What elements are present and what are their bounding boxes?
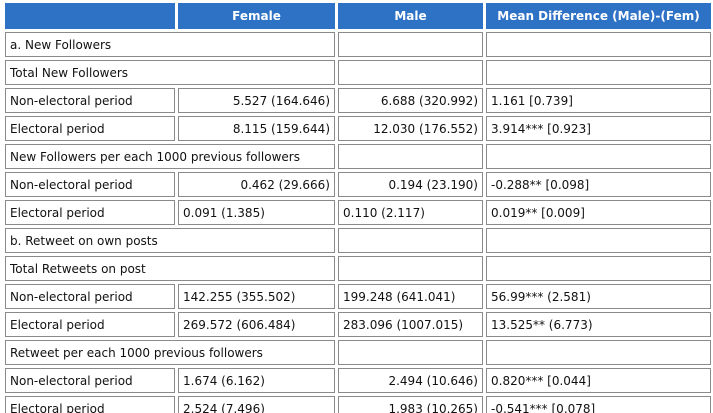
table-row: Non-electoral period 1.674 (6.162) 2.494 (…: [5, 368, 711, 393]
female-cell: 2.524 (7.496): [178, 396, 335, 413]
empty-cell: [338, 256, 483, 281]
section-label: Retweet per each 1000 previous followers: [5, 340, 335, 365]
row-label: Non-electoral period: [5, 368, 175, 393]
row-label: Non-electoral period: [5, 284, 175, 309]
empty-cell: [486, 144, 711, 169]
difference-cell: 3.914*** [0.923]: [486, 116, 711, 141]
difference-cell: 0.820*** [0.044]: [486, 368, 711, 393]
table-row: Total New Followers: [5, 60, 711, 85]
female-cell: 269.572 (606.484): [178, 312, 335, 337]
empty-cell: [486, 228, 711, 253]
male-cell: 12.030 (176.552): [338, 116, 483, 141]
header-cell: Male: [338, 3, 483, 29]
empty-cell: [338, 340, 483, 365]
row-label: Non-electoral period: [5, 88, 175, 113]
difference-cell: 56.99*** (2.581): [486, 284, 711, 309]
row-label: Electoral period: [5, 200, 175, 225]
table-row: Total Retweets on post: [5, 256, 711, 281]
header-corner: [5, 3, 175, 29]
female-cell: 1.674 (6.162): [178, 368, 335, 393]
empty-cell: [338, 228, 483, 253]
male-cell: 6.688 (320.992): [338, 88, 483, 113]
section-label: b. Retweet on own posts: [5, 228, 335, 253]
male-cell: 1.983 (10.265): [338, 396, 483, 413]
difference-cell: 0.019** [0.009]: [486, 200, 711, 225]
table-row: Electoral period 0.091 (1.385) 0.110 (2.11…: [5, 200, 711, 225]
empty-cell: [486, 32, 711, 57]
table-row: b. Retweet on own posts: [5, 228, 711, 253]
row-label: Electoral period: [5, 396, 175, 413]
empty-cell: [338, 32, 483, 57]
male-cell: 199.248 (641.041): [338, 284, 483, 309]
female-cell: 8.115 (159.644): [178, 116, 335, 141]
male-cell: 283.096 (1007.015): [338, 312, 483, 337]
row-label: Electoral period: [5, 312, 175, 337]
table-row: Retweet per each 1000 previous followers: [5, 340, 711, 365]
section-label: Total Retweets on post: [5, 256, 335, 281]
empty-cell: [338, 144, 483, 169]
section-label: Total New Followers: [5, 60, 335, 85]
row-label: Electoral period: [5, 116, 175, 141]
male-cell: 0.110 (2.117): [338, 200, 483, 225]
header-cell: Female: [178, 3, 335, 29]
female-cell: 0.462 (29.666): [178, 172, 335, 197]
difference-cell: 1.161 [0.739]: [486, 88, 711, 113]
table-row: Electoral period 2.524 (7.496) 1.983 (10.2…: [5, 396, 711, 413]
female-cell: 5.527 (164.646): [178, 88, 335, 113]
empty-cell: [338, 60, 483, 85]
empty-cell: [486, 340, 711, 365]
header-cell: Mean Difference (Male)-(Fem): [486, 3, 711, 29]
difference-cell: -0.541*** [0.078]: [486, 396, 711, 413]
difference-cell: 13.525** (6.773): [486, 312, 711, 337]
section-label: a. New Followers: [5, 32, 335, 57]
male-cell: 0.194 (23.190): [338, 172, 483, 197]
female-cell: 142.255 (355.502): [178, 284, 335, 309]
female-cell: 0.091 (1.385): [178, 200, 335, 225]
table-row: a. New Followers: [5, 32, 711, 57]
male-cell: 2.494 (10.646): [338, 368, 483, 393]
table-row: Electoral period 8.115 (159.644) 12.030 (1…: [5, 116, 711, 141]
header-row: Female Male Mean Difference (Male)-(Fem): [5, 3, 711, 29]
section-label: New Followers per each 1000 previous fol…: [5, 144, 335, 169]
row-label: Non-electoral period: [5, 172, 175, 197]
table-row: Electoral period 269.572 (606.484) 283.096…: [5, 312, 711, 337]
table-row: Non-electoral period 142.255 (355.502) 199…: [5, 284, 711, 309]
empty-cell: [486, 256, 711, 281]
empty-cell: [486, 60, 711, 85]
table-body: a. New Followers Total New Followers Non-e…: [5, 32, 711, 413]
difference-cell: -0.288** [0.098]: [486, 172, 711, 197]
table-row: New Followers per each 1000 previous fol…: [5, 144, 711, 169]
table-row: Non-electoral period 0.462 (29.666) 0.194 …: [5, 172, 711, 197]
table-row: Non-electoral period 5.527 (164.646) 6.688…: [5, 88, 711, 113]
